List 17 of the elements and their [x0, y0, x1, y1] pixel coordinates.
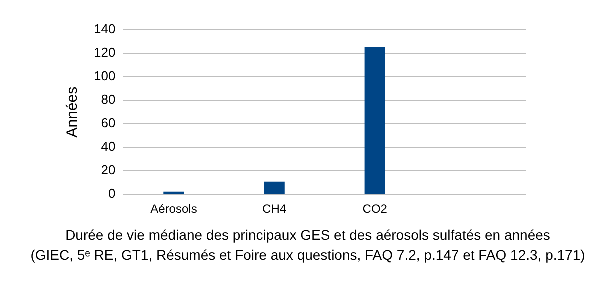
- y-tick-label: 0: [108, 186, 116, 202]
- y-tick-label: 20: [101, 162, 116, 178]
- y-tick-label: 40: [101, 139, 116, 154]
- x-tick-label: Aérosols: [150, 202, 198, 216]
- y-axis-title: Années: [64, 86, 82, 138]
- x-tick-label: CH4: [262, 202, 287, 216]
- y-tick-label: 100: [94, 68, 116, 84]
- y-tick-label: 120: [94, 45, 116, 60]
- y-tick-label: 60: [101, 116, 116, 131]
- text: Durée de vie médiane des principaux GES et des aérosols sulfatés en années: [64, 226, 552, 245]
- x-tick-label: CO2: [362, 202, 388, 216]
- text: (GIEC, 5ᵉ RE, GT1, Résumés et Foire aux questions, FAQ 7.2, p.147 et FAQ 12.3, p.171): [30, 246, 586, 265]
- y-tick-label: 80: [101, 92, 116, 108]
- bar: [264, 182, 285, 194]
- bar: [164, 192, 184, 194]
- y-tick-label: 140: [94, 22, 116, 37]
- bar: [364, 47, 386, 194]
